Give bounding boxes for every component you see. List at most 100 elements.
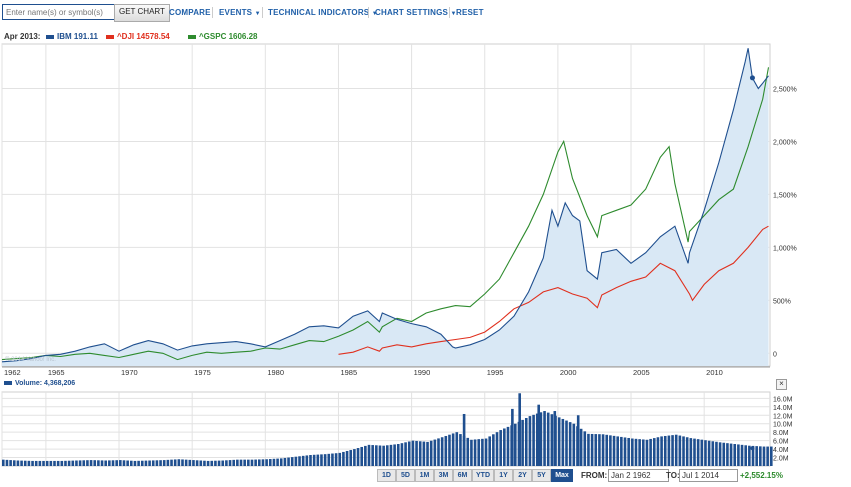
volume-bar (323, 454, 327, 466)
from-date-input[interactable]: Jan 2 1962 (608, 469, 669, 482)
volume-bar (137, 460, 140, 466)
range-button-1y[interactable]: 1Y (494, 469, 513, 482)
volume-bar (488, 436, 491, 466)
volume-bar (375, 445, 378, 466)
volume-bar (543, 411, 546, 466)
volume-bar (203, 460, 206, 466)
divider (449, 7, 450, 18)
volume-bar (514, 423, 517, 466)
y-tick-label: 500% (773, 298, 791, 305)
volume-bar (678, 435, 682, 466)
volume-bar (287, 457, 290, 466)
y-tick-label: 2,000% (773, 139, 797, 146)
volume-bar (696, 439, 700, 466)
volume-bar (177, 459, 181, 466)
volume-bar (594, 434, 598, 466)
volume-bar (616, 436, 619, 466)
volume-bar (75, 460, 78, 466)
volume-bar (86, 460, 89, 466)
volume-bar (184, 459, 188, 466)
volume-bar (279, 458, 283, 466)
x-tick-label: 1985 (340, 368, 357, 377)
volume-bar (718, 442, 722, 466)
close-volume-icon[interactable]: × (776, 379, 787, 390)
volume-bar (411, 440, 415, 466)
reset-link[interactable]: RESET (456, 8, 484, 17)
legend-swatch (188, 34, 196, 39)
technical-indicators-menu[interactable]: TECHNICAL INDICATORS ▼ (268, 8, 378, 17)
volume-bar (583, 431, 587, 466)
volume-bar (312, 454, 316, 466)
volume-bar (634, 438, 638, 466)
x-tick-label: 1975 (194, 368, 211, 377)
chart-settings-menu[interactable]: CHART SETTINGS ▼ (375, 8, 457, 17)
volume-bar (477, 439, 481, 466)
range-button-ytd[interactable]: YTD (472, 469, 494, 482)
volume-bar (2, 459, 5, 466)
x-tick-label: 1990 (414, 368, 431, 377)
volume-bar (484, 438, 488, 466)
volume-bar (511, 408, 514, 466)
volume-bar (674, 434, 678, 466)
compare-link[interactable]: COMPARE (169, 8, 211, 17)
volume-bar (228, 460, 232, 466)
range-button-1d[interactable]: 1D (377, 469, 396, 482)
volume-bar (455, 432, 459, 466)
range-button-5y[interactable]: 5Y (532, 469, 551, 482)
volume-bar (250, 459, 254, 466)
search-input[interactable] (2, 4, 117, 20)
volume-bar (407, 441, 411, 466)
volume-bar (309, 455, 312, 466)
volume-bar (689, 438, 693, 466)
volume-bar (67, 460, 71, 466)
y-tick-label: 1,500% (773, 192, 797, 199)
range-button-3m[interactable]: 3M (434, 469, 453, 482)
series-line-gspc (1, 67, 770, 361)
volume-bar (16, 460, 20, 466)
volume-bar (283, 457, 287, 466)
volume-bar (111, 460, 115, 466)
events-menu[interactable]: EVENTS ▼ (219, 8, 261, 17)
volume-bar (499, 430, 502, 466)
x-tick-label: 2005 (633, 368, 650, 377)
volume-bar (34, 460, 38, 466)
volume-bar (243, 459, 246, 466)
get-chart-button[interactable]: GET CHART (114, 4, 170, 22)
chevron-down-icon: ▼ (254, 11, 261, 17)
volume-bar (466, 437, 470, 466)
volume-bar (546, 412, 550, 466)
to-date-input[interactable]: Jul 1 2014 (679, 469, 738, 482)
volume-bar (495, 432, 499, 466)
range-button-5d[interactable]: 5D (396, 469, 415, 482)
volume-bar (518, 393, 521, 466)
volume-bar (71, 460, 75, 466)
volume-tick-label: 2.0M (773, 456, 789, 463)
volume-bar (389, 444, 393, 466)
toolbar: GET CHART COMPARE EVENTS ▼ TECHNICAL IND… (0, 0, 851, 24)
volume-bar (473, 439, 477, 466)
volume-bar (704, 440, 707, 466)
x-tick-label: 1980 (267, 368, 284, 377)
volume-bar (27, 460, 31, 466)
volume-bar (276, 458, 279, 466)
volume-bar (334, 453, 338, 466)
volume-bar (535, 413, 539, 466)
volume-bar (470, 439, 473, 466)
range-button-2y[interactable]: 2Y (513, 469, 532, 482)
range-button-max[interactable]: Max (551, 469, 573, 482)
volume-bar (151, 460, 155, 466)
volume-bar (382, 445, 385, 466)
volume-bar (722, 442, 726, 466)
chevron-down-icon: ▼ (371, 11, 378, 17)
volume-bar (609, 435, 612, 466)
range-button-6m[interactable]: 6M (453, 469, 472, 482)
legend-label: ^GSPC 1606.28 (199, 32, 258, 41)
volume-bar (506, 426, 510, 466)
volume-bar (537, 404, 541, 466)
volume-bar (645, 439, 649, 466)
legend-date: Apr 2013: (4, 32, 41, 41)
range-button-1m[interactable]: 1M (415, 469, 434, 482)
volume-bar (605, 434, 609, 466)
volume-bar (56, 460, 60, 466)
